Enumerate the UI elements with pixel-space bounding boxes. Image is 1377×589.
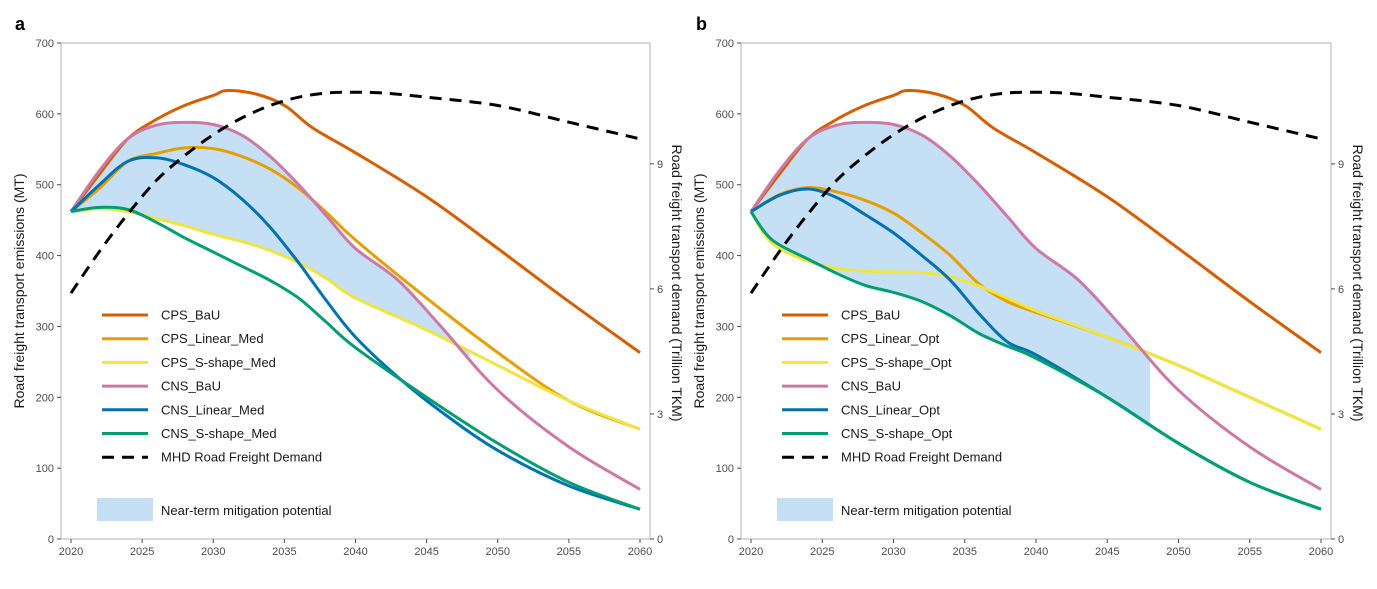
y-tick-label: 600 [716, 109, 734, 121]
y-tick-label: 100 [36, 463, 54, 475]
y-axis-title: Road freight transport emissions (MT) [11, 174, 27, 409]
y-tick-label: 700 [716, 38, 734, 50]
y2-axis-title: Road freight transport demand (Trillion … [669, 145, 685, 422]
series-line-cns-linear-med [69, 155, 641, 511]
legend-label-demand: MHD Road Freight Demand [841, 450, 1002, 465]
legend: CPS_BaU CPS_Linear_Opt CPS_S-shape_Opt C… [777, 308, 1012, 521]
legend-label-shade: Near-term mitigation potential [161, 503, 332, 518]
series-line-cns-bau [749, 120, 1322, 491]
x-tick-label: 2030 [201, 546, 225, 558]
series-line-mhd-road-freight-demand [749, 90, 1322, 294]
x-tick-label: 2025 [130, 546, 154, 558]
series-line-cns-s-shape-opt [749, 210, 1322, 511]
y2-tick-label: 3 [657, 409, 663, 421]
x-tick-label: 2045 [414, 546, 438, 558]
x-tick-label: 2035 [272, 546, 296, 558]
y2-axis-ticks: 0 3 6 9 [1331, 159, 1344, 546]
x-tick-label: 2020 [59, 546, 83, 558]
y-tick-label: 600 [36, 109, 54, 121]
x-tick-label: 2060 [628, 546, 652, 558]
y-axis-title: Road freight transport emissions (MT) [691, 174, 707, 409]
series-line-cns-bau [69, 120, 641, 491]
shade-layer [71, 122, 470, 359]
x-tick-label: 2050 [1166, 546, 1190, 558]
x-tick-label: 2020 [739, 546, 763, 558]
y2-tick-label: 3 [1338, 409, 1344, 421]
legend-label-cps-sshape: CPS_S-shape_Opt [841, 355, 952, 370]
x-tick-label: 2025 [810, 546, 834, 558]
x-tick-label: 2060 [1309, 546, 1333, 558]
y-tick-label: 0 [728, 534, 734, 546]
x-tick-label: 2030 [881, 546, 905, 558]
y-tick-label: 200 [36, 392, 54, 404]
y-axis-ticks: 0 100 200 300 400 500 600 700 [716, 38, 741, 546]
x-tick-label: 2035 [953, 546, 977, 558]
y-tick-label: 100 [716, 463, 734, 475]
y-tick-label: 0 [48, 534, 54, 546]
legend-swatch-shade [777, 498, 833, 521]
y2-tick-label: 6 [657, 284, 663, 296]
legend-label-shade: Near-term mitigation potential [841, 503, 1012, 518]
y-tick-label: 500 [36, 180, 54, 192]
x-tick-label: 2040 [343, 546, 367, 558]
panel-label-a: a [15, 14, 26, 34]
y2-tick-label: 0 [1338, 534, 1344, 546]
y2-tick-label: 9 [657, 159, 663, 171]
legend-label-cps-linear: CPS_Linear_Med [161, 331, 264, 346]
x-tick-label: 2055 [1238, 546, 1262, 558]
panel-label-b: b [696, 14, 707, 34]
y2-tick-label: 6 [1338, 284, 1344, 296]
x-tick-label: 2040 [1024, 546, 1048, 558]
series-layer [749, 88, 1322, 511]
legend-label-cns-bau: CNS_BaU [841, 379, 901, 394]
panel-b: b 2020 2025 2030 2035 2040 2045 2050 2055 2060 0… [691, 14, 1366, 558]
y-tick-label: 500 [716, 180, 734, 192]
legend-label-cps-sshape: CPS_S-shape_Med [161, 355, 276, 370]
shade-layer [751, 122, 1150, 425]
series-layer [69, 88, 641, 511]
legend-swatch-shade [97, 498, 153, 521]
x-tick-label: 2055 [557, 546, 581, 558]
y-axis-ticks: 0 100 200 300 400 500 600 700 [36, 38, 61, 546]
y2-axis-ticks: 0 3 6 9 [650, 159, 663, 546]
y-tick-label: 300 [36, 321, 54, 333]
shaded-region [751, 122, 1150, 425]
x-axis-ticks: 2020 2025 2030 2035 2040 2045 2050 2055 2060 [59, 539, 652, 558]
legend-label-cns-linear: CNS_Linear_Opt [841, 402, 940, 417]
legend-label-cns-linear: CNS_Linear_Med [161, 402, 264, 417]
series-line-mhd-road-freight-demand [69, 90, 641, 294]
y-tick-label: 400 [36, 251, 54, 263]
y2-tick-label: 9 [1338, 159, 1344, 171]
y2-tick-label: 0 [657, 534, 663, 546]
series-line-cps-bau [69, 88, 641, 354]
legend-label-cns-bau: CNS_BaU [161, 379, 221, 394]
x-axis-ticks: 2020 2025 2030 2035 2040 2045 2050 2055 2060 [739, 539, 1333, 558]
panel-a: a 2020 2025 2030 2035 2040 2045 2050 2055 2060 0… [11, 14, 685, 558]
series-line-cps-bau [749, 88, 1322, 354]
series-line-cns-s-shape-med [70, 205, 641, 511]
legend-label-demand: MHD Road Freight Demand [161, 450, 322, 465]
y2-axis-title: Road freight transport demand (Trillion … [1350, 145, 1366, 422]
x-tick-label: 2045 [1095, 546, 1119, 558]
legend-label-cns-sshape: CNS_S-shape_Opt [841, 426, 953, 441]
legend-label-cps-bau: CPS_BaU [841, 308, 900, 323]
y-tick-label: 700 [36, 38, 54, 50]
y-tick-label: 300 [716, 321, 734, 333]
shaded-region [71, 122, 470, 359]
legend-label-cps-bau: CPS_BaU [161, 308, 220, 323]
legend-label-cns-sshape: CNS_S-shape_Med [161, 426, 277, 441]
legend: CPS_BaU CPS_Linear_Med CPS_S-shape_Med C… [97, 308, 332, 521]
x-tick-label: 2050 [486, 546, 510, 558]
y-tick-label: 400 [716, 251, 734, 263]
legend-label-cps-linear: CPS_Linear_Opt [841, 331, 940, 346]
y-tick-label: 200 [716, 392, 734, 404]
